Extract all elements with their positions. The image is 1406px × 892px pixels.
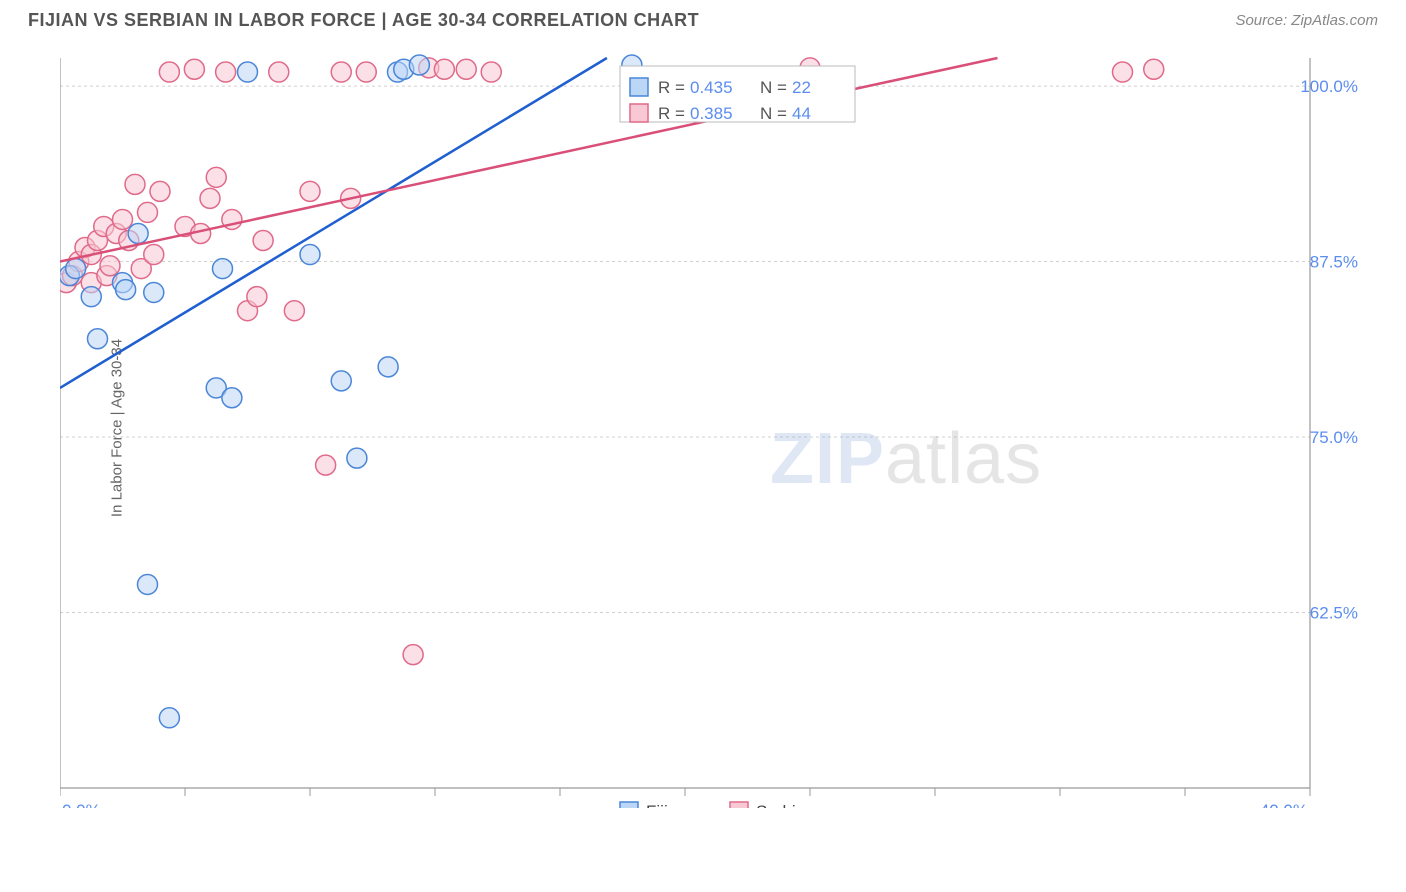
legend-swatch: [620, 802, 638, 808]
data-point-fijians: [347, 448, 367, 468]
legend-n-value: 44: [792, 104, 811, 123]
data-point-fijians: [128, 223, 148, 243]
data-point-fijians: [116, 280, 136, 300]
data-point-serbians: [138, 202, 158, 222]
data-point-serbians: [481, 62, 501, 82]
legend-swatch: [730, 802, 748, 808]
data-point-fijians: [213, 259, 233, 279]
stats-legend: R = 0.435 N = 22 R = 0.385 N = 44: [620, 66, 855, 123]
data-point-serbians: [434, 59, 454, 79]
data-point-serbians: [269, 62, 289, 82]
y-tick-label: 87.5%: [1310, 253, 1358, 272]
y-tick-label: 100.0%: [1300, 77, 1358, 96]
data-point-serbians: [456, 59, 476, 79]
legend-label: Serbians: [756, 802, 823, 808]
data-point-serbians: [1113, 62, 1133, 82]
chart-header: FIJIAN VS SERBIAN IN LABOR FORCE | AGE 3…: [0, 0, 1406, 39]
data-point-serbians: [206, 167, 226, 187]
data-point-serbians: [184, 59, 204, 79]
data-point-fijians: [238, 62, 258, 82]
data-point-fijians: [378, 357, 398, 377]
legend-r-label: R =: [658, 104, 685, 123]
data-point-serbians: [1144, 59, 1164, 79]
plot-area: In Labor Force | Age 30-34 62.5%75.0%87.…: [50, 48, 1360, 808]
legend-r-label: R =: [658, 78, 685, 97]
x-tick-label: 0.0%: [62, 801, 101, 808]
trend-line-fijians: [60, 58, 607, 388]
data-point-serbians: [150, 181, 170, 201]
data-point-fijians: [331, 371, 351, 391]
data-point-fijians: [144, 282, 164, 302]
data-point-serbians: [216, 62, 236, 82]
data-point-serbians: [125, 174, 145, 194]
legend-swatch: [630, 104, 648, 122]
legend-swatch: [630, 78, 648, 96]
data-point-serbians: [247, 287, 267, 307]
data-point-serbians: [113, 209, 133, 229]
data-point-serbians: [144, 245, 164, 265]
trend-line-serbians: [60, 58, 998, 262]
data-point-fijians: [88, 329, 108, 349]
legend-n-value: 22: [792, 78, 811, 97]
legend-r-value: 0.385: [690, 104, 733, 123]
data-point-serbians: [253, 231, 273, 251]
data-point-fijians: [81, 287, 101, 307]
data-point-serbians: [100, 256, 120, 276]
data-point-serbians: [300, 181, 320, 201]
legend-n-label: N =: [760, 104, 787, 123]
data-point-serbians: [356, 62, 376, 82]
legend-n-label: N =: [760, 78, 787, 97]
chart-title: FIJIAN VS SERBIAN IN LABOR FORCE | AGE 3…: [28, 10, 699, 31]
data-point-fijians: [300, 245, 320, 265]
data-point-fijians: [138, 574, 158, 594]
data-point-serbians: [200, 188, 220, 208]
data-point-fijians: [66, 259, 86, 279]
y-tick-label: 62.5%: [1310, 604, 1358, 623]
legend-label: Fijians: [646, 802, 695, 808]
legend-r-value: 0.435: [690, 78, 733, 97]
data-point-serbians: [284, 301, 304, 321]
data-point-fijians: [409, 55, 429, 75]
chart-source: Source: ZipAtlas.com: [1235, 12, 1378, 29]
data-point-serbians: [331, 62, 351, 82]
series-legend: Fijians Serbians: [620, 802, 823, 808]
y-tick-label: 75.0%: [1310, 428, 1358, 447]
data-point-serbians: [403, 645, 423, 665]
data-point-fijians: [222, 388, 242, 408]
data-point-fijians: [159, 708, 179, 728]
x-tick-label: 40.0%: [1260, 801, 1308, 808]
data-point-serbians: [159, 62, 179, 82]
correlation-chart: 62.5% 75.0% 87.5% 100.0% 0.0% 40.0% R = 0.435 N …: [60, 48, 1360, 808]
data-point-serbians: [316, 455, 336, 475]
